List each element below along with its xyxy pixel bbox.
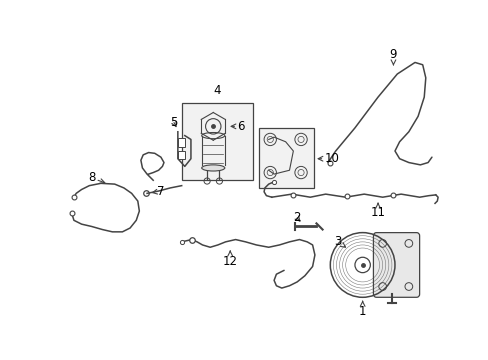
Text: 1: 1 bbox=[358, 301, 366, 318]
Bar bbox=[178, 138, 184, 147]
Bar bbox=[258, 128, 313, 188]
Text: 12: 12 bbox=[222, 251, 237, 267]
Text: 6: 6 bbox=[231, 120, 244, 133]
Text: 10: 10 bbox=[318, 152, 339, 165]
Text: 5: 5 bbox=[170, 116, 177, 129]
Text: 3: 3 bbox=[334, 235, 345, 248]
Text: 7: 7 bbox=[152, 185, 164, 198]
FancyBboxPatch shape bbox=[373, 233, 419, 297]
Text: 8: 8 bbox=[88, 171, 104, 184]
Text: 4: 4 bbox=[213, 84, 221, 97]
Text: 9: 9 bbox=[389, 48, 396, 65]
Ellipse shape bbox=[202, 165, 224, 171]
Bar bbox=[178, 151, 184, 159]
Text: 11: 11 bbox=[370, 203, 385, 219]
Bar bbox=[182, 103, 252, 180]
Text: 2: 2 bbox=[293, 211, 300, 225]
